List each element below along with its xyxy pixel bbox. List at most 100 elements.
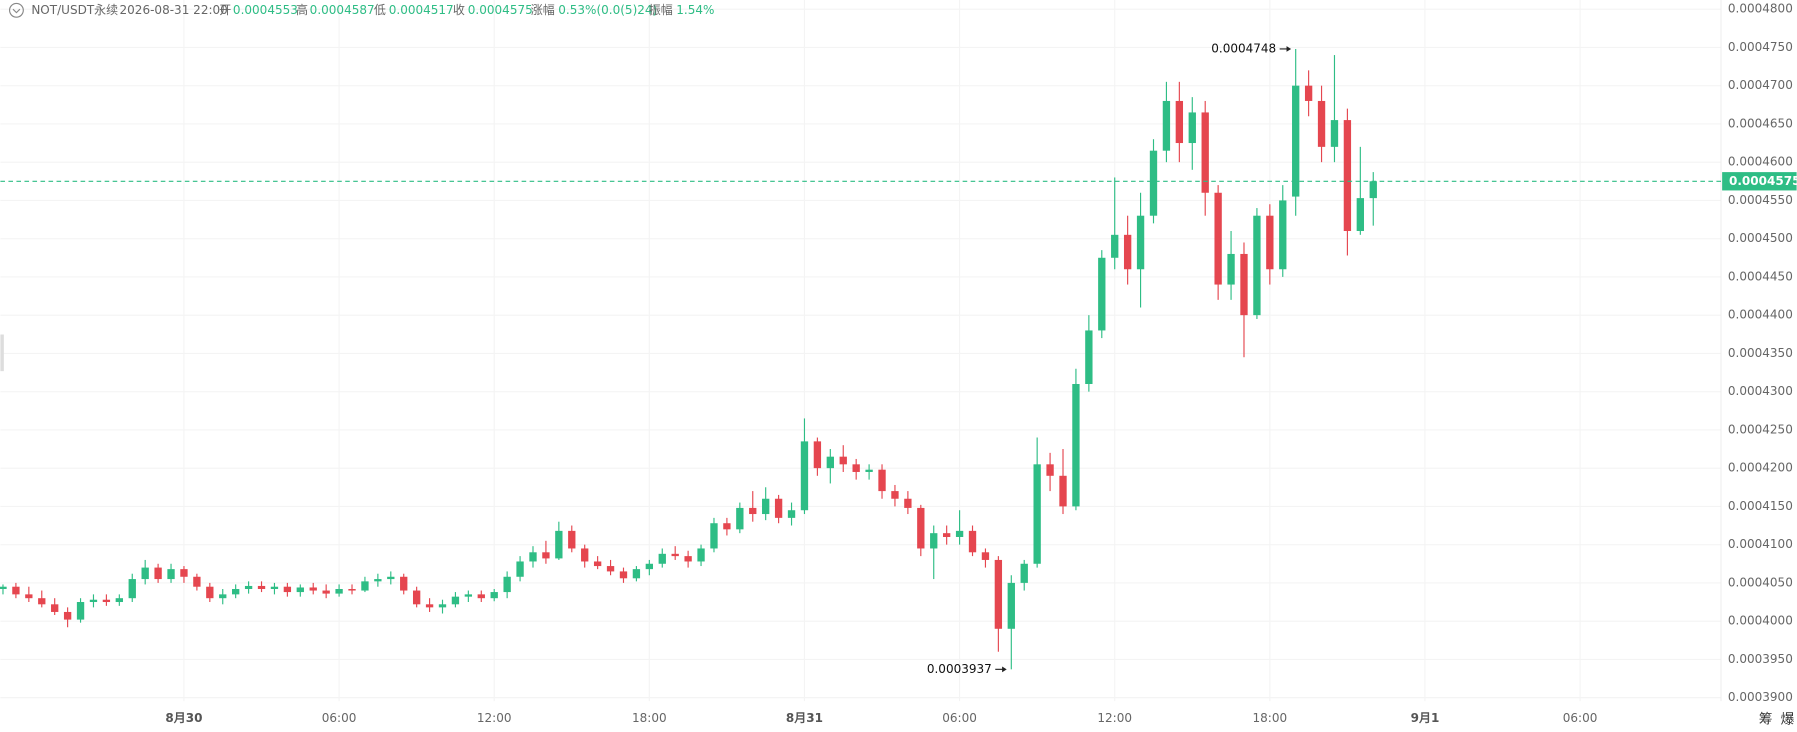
y-tick-label: 0.0004100 [1728,537,1793,551]
candle-body [826,456,834,469]
candle-body [335,589,343,594]
candle-body [1033,464,1041,564]
chip-button[interactable]: 筹 [1759,710,1773,727]
candle-body [464,594,473,597]
candle-body [787,510,796,518]
candle-body [89,599,98,603]
candle-body [1227,253,1235,285]
x-tick-label: 12:00 [1097,711,1132,725]
candle-body [891,491,899,499]
candle-body [1343,120,1352,232]
candle-body [955,530,964,537]
candle-body [283,586,292,593]
candle-body [167,569,175,580]
candle-body [994,559,1003,629]
candle-body [180,569,188,577]
candle-body [1188,112,1196,144]
candle-body [516,561,524,577]
change-label: 涨幅 [531,2,555,17]
y-tick-label: 0.0004800 [1728,2,1793,16]
candle-body [774,498,783,518]
candle-body [684,556,692,562]
candle-body [1136,215,1145,270]
candle-body [1175,100,1184,144]
candle-body [723,523,731,530]
collapse-icon[interactable] [8,2,24,18]
side-handle[interactable] [0,334,4,372]
candle-body [76,602,85,620]
candle-body [930,533,938,549]
y-tick-label: 0.0004450 [1728,269,1793,283]
candle-body [878,469,886,492]
candle-body [257,585,266,590]
candle-body [38,598,46,605]
candle-body [968,530,977,553]
candle-body [0,586,7,590]
candle-body [490,592,498,599]
candle-body [348,589,356,591]
y-tick-label: 0.0004750 [1728,40,1793,54]
y-tick-label: 0.0004400 [1728,308,1793,322]
y-tick-label: 0.0004550 [1728,193,1793,207]
candle-body [800,441,809,511]
candle-body [710,523,718,549]
candle-body [1253,215,1261,316]
high-label: 高 [296,2,308,17]
x-tick-label: 8月31 [786,711,823,725]
candle-body [813,441,822,469]
candle-body [645,563,654,570]
close-value: 0.0004575 [468,3,533,17]
y-tick-label: 0.0004600 [1728,155,1793,169]
candle-body [25,594,33,599]
candle-body [296,587,304,593]
candle-body [736,507,744,530]
candle-body [154,567,162,580]
candle-body [141,567,149,580]
high-value: 0.0004587 [310,3,375,17]
candle-body [232,589,240,595]
candle-body [1369,181,1377,199]
price-tag [1722,172,1797,191]
candle-body [593,561,602,567]
candle-body [1059,475,1067,507]
open-label: 开 [219,3,231,17]
candle-body [904,498,912,508]
candle-body [1020,563,1028,583]
y-tick-label: 0.0004150 [1728,499,1793,513]
y-tick-label: 0.0004300 [1728,384,1793,398]
candle-body [1046,464,1054,476]
candle-body [1266,215,1274,270]
candle-body [697,548,705,562]
candle-body [425,604,434,608]
y-tick-label: 0.0004350 [1728,346,1793,360]
candle-body [322,590,330,594]
candle-body [555,530,563,559]
x-tick-label: 06:00 [942,711,977,725]
candle-body [852,464,860,472]
candle-body [1072,383,1080,507]
candle-body [1111,234,1119,258]
candle-body [1149,150,1158,216]
candle-body [981,552,990,560]
y-tick-label: 0.0004250 [1728,422,1793,436]
candle-body [374,579,382,582]
y-tick-label: 0.0003950 [1728,652,1793,666]
x-tick-label: 8月30 [165,711,202,725]
candle-body [917,507,925,549]
candle-body [438,604,447,608]
annotation-arrowhead [1002,666,1007,673]
candle-body [12,586,20,595]
candle-body [1085,330,1093,384]
candle-body [671,553,679,557]
liquidation-button[interactable]: 爆 [1781,711,1795,727]
candle-body [219,594,227,599]
candle-body [1123,234,1132,270]
candle-body [270,586,279,590]
y-tick-label: 0.0003900 [1728,690,1793,704]
y-tick-label: 0.0004650 [1728,116,1793,130]
annotation-arrowhead [1286,46,1292,52]
amplitude-value: 1.54% [676,3,714,17]
candle-body [1317,100,1326,147]
candle-body [1356,198,1364,232]
